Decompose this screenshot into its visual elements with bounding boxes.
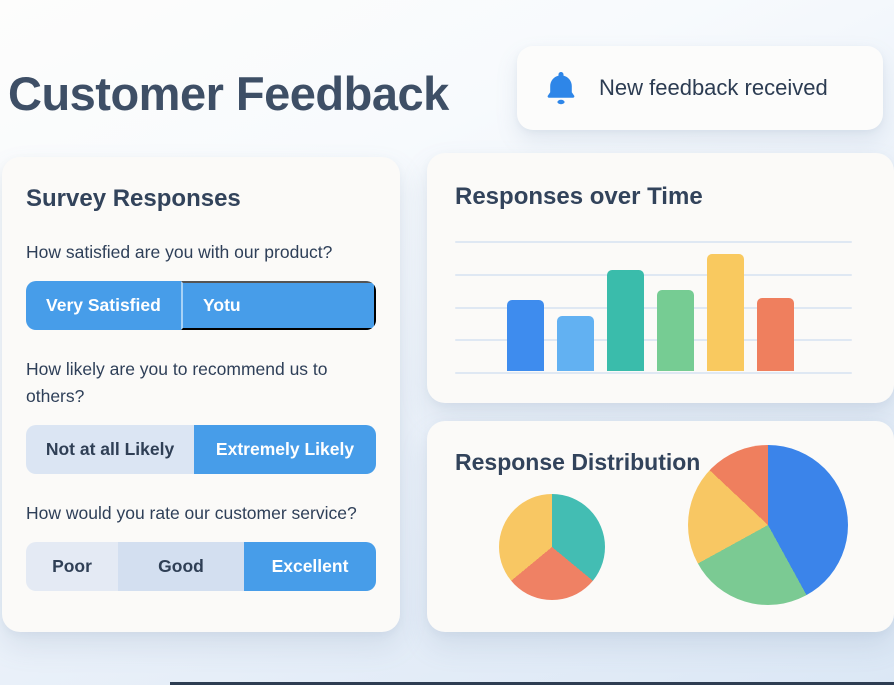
gridline <box>455 339 852 342</box>
option-not-at-all-likely[interactable]: Not at all Likely <box>26 425 194 474</box>
bar <box>707 254 744 371</box>
survey-responses-card: Survey Responses How satisfied are you w… <box>2 157 400 632</box>
gridline <box>455 273 852 276</box>
satisfaction-options: Very Satisfied Yotu <box>26 281 376 330</box>
bell-icon <box>545 70 577 106</box>
survey-card-title: Survey Responses <box>26 185 241 212</box>
notification-text: New feedback received <box>599 75 828 100</box>
option-excellent[interactable]: Excellent <box>244 542 376 591</box>
page-title: Customer Feedback <box>8 67 449 120</box>
option-very-satisfied[interactable]: Very Satisfied <box>26 281 181 330</box>
recommend-options: Not at all Likely Extremely Likely <box>26 425 376 474</box>
option-extremely-likely[interactable]: Extremely Likely <box>194 425 376 474</box>
bar <box>607 269 644 371</box>
gridline <box>455 241 852 243</box>
option-poor[interactable]: Poor <box>26 542 118 591</box>
question-service-rating: How would you rate our customer service? <box>26 503 357 523</box>
bar <box>557 316 594 371</box>
gridline <box>455 306 852 309</box>
bar-chart-bars <box>455 241 866 371</box>
service-rating-options: Poor Good Excellent <box>26 542 376 591</box>
responses-over-time-card: Responses over Time <box>427 153 894 403</box>
pie-chart-small <box>499 494 605 600</box>
pie-chart-title: Response Distribution <box>455 449 701 475</box>
pie-chart-large <box>688 445 848 605</box>
response-distribution-card: Response Distribution <box>427 421 894 632</box>
bar <box>507 299 544 371</box>
question-recommend: How likely are you to recommend us to ot… <box>26 359 328 406</box>
gridline <box>455 372 852 374</box>
bar <box>657 290 694 371</box>
option-yotu[interactable]: Yotu <box>181 281 376 330</box>
bottom-edge-bar <box>170 682 894 685</box>
bar <box>757 298 794 371</box>
bar-chart-title: Responses over Time <box>455 183 703 210</box>
question-satisfaction: How satisfied are you with our product? <box>26 242 333 262</box>
bar-chart <box>455 241 866 374</box>
notification-toast[interactable]: New feedback received <box>517 46 883 130</box>
option-good[interactable]: Good <box>118 542 244 591</box>
